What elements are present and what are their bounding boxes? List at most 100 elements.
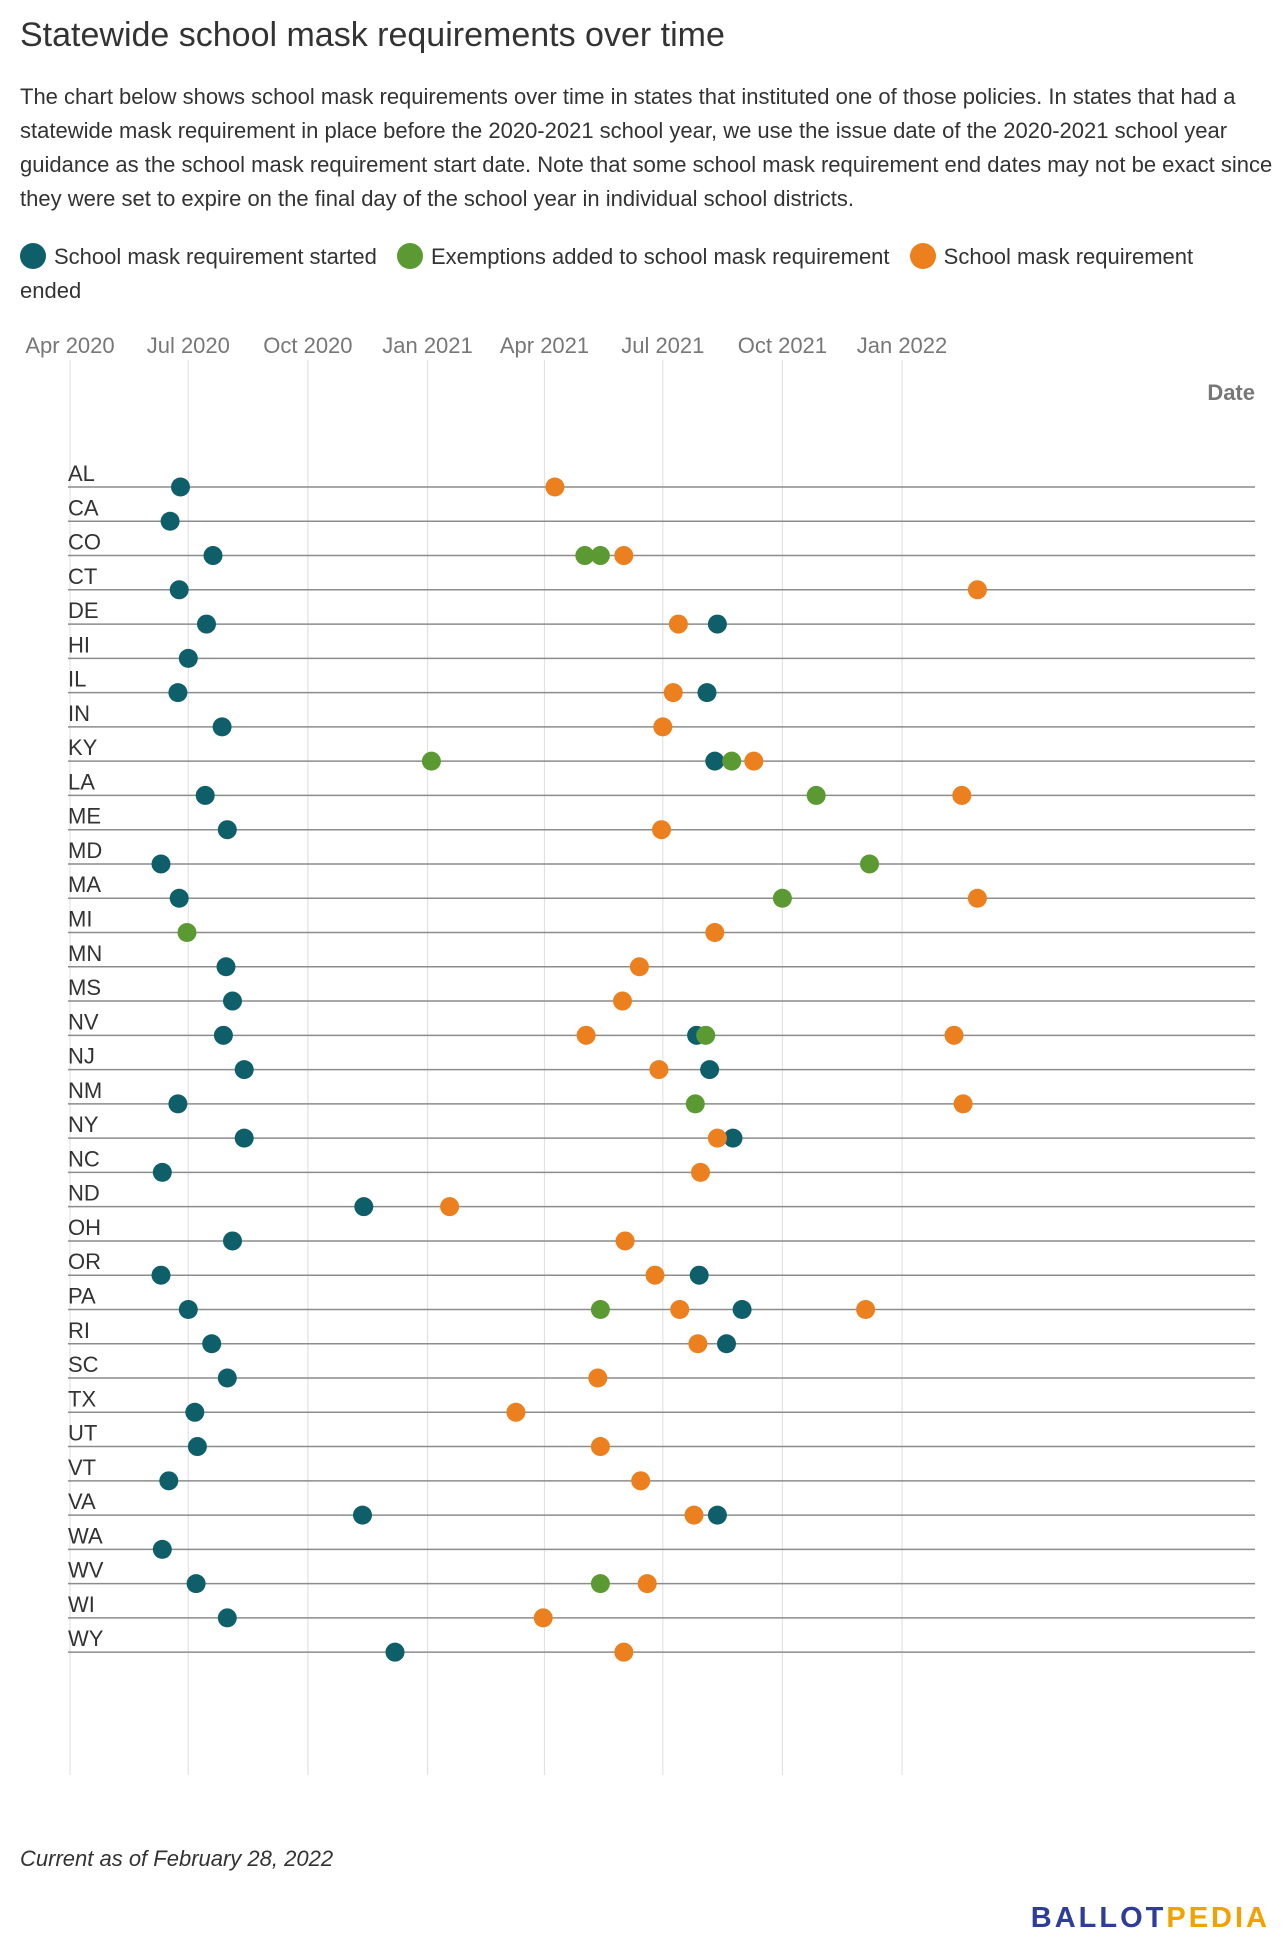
state-label-co: CO — [68, 530, 101, 555]
x-tick-label-4: Apr 2021 — [500, 333, 589, 358]
x-axis-label: Date — [1207, 380, 1255, 405]
x-tick-label-6: Oct 2021 — [738, 333, 827, 358]
state-label-nv: NV — [68, 1009, 99, 1034]
dot-ended-me-8 — [652, 820, 671, 840]
state-label-ky: KY — [68, 735, 98, 760]
dot-ended-wv-30 — [637, 1574, 657, 1594]
dot-started-nc-19 — [152, 1162, 172, 1182]
dot-started-ky-8 — [705, 751, 725, 771]
dot-started-md-11 — [151, 854, 171, 874]
dot-exemptions-md-5 — [860, 854, 879, 874]
logo-part-ballot: BALLOT — [1030, 1902, 1167, 1934]
dot-exemptions-co-1 — [590, 546, 610, 566]
dot-ended-co-1 — [614, 546, 634, 566]
dot-started-il-6 — [168, 683, 188, 703]
state-label-ms: MS — [68, 975, 101, 1000]
legend-dot-ended — [909, 243, 936, 269]
dot-started-oh-21 — [223, 1231, 242, 1251]
legend-item-exemptions: Exemptions added to school mask requirem… — [396, 243, 890, 269]
dot-started-me-10 — [217, 820, 237, 840]
state-label-de: DE — [68, 598, 99, 623]
chart-description: The chart below shows school mask requir… — [20, 84, 1273, 211]
dot-started-mn-13 — [216, 957, 236, 977]
x-tick-label-1: Jul 2020 — [147, 333, 230, 358]
dot-started-wy-33 — [385, 1642, 405, 1662]
x-tick-label-0: Apr 2020 — [25, 333, 114, 358]
state-label-wi: WI — [68, 1592, 95, 1617]
dot-started-il-35 — [697, 683, 717, 703]
dot-started-ms-14 — [223, 991, 242, 1011]
legend-label-ended: School mask requirement ended — [20, 244, 1194, 303]
dot-ended-ms-12 — [613, 991, 632, 1011]
dot-started-la-9 — [195, 785, 215, 805]
state-label-in: IN — [68, 701, 90, 726]
state-label-hi: HI — [68, 632, 90, 657]
legend-label-started: School mask requirement started — [54, 244, 377, 269]
dot-ended-mn-11 — [629, 957, 649, 977]
state-label-me: ME — [68, 804, 101, 829]
dot-started-ny-38 — [723, 1128, 743, 1148]
dot-ended-de-3 — [668, 614, 688, 634]
dot-exemptions-pa-10 — [590, 1299, 610, 1319]
dot-started-nj-37 — [700, 1060, 720, 1080]
state-label-nm: NM — [68, 1078, 102, 1103]
dot-plot-chart: Apr 2020 Jul 2020 Oct 2020 Jan 2021 Apr 2021… — [25, 333, 1255, 1775]
dot-started-pa-40 — [732, 1299, 752, 1319]
state-label-ny: NY — [68, 1112, 99, 1137]
state-label-la: LA — [68, 769, 95, 794]
dot-ended-pa-23 — [856, 1299, 876, 1319]
state-label-nj: NJ — [68, 1044, 95, 1069]
legend-label-exemptions: Exemptions added to school mask requirem… — [430, 244, 890, 269]
dot-started-co-2 — [203, 546, 223, 566]
state-label-or: OR — [68, 1249, 101, 1274]
dot-started-wv-31 — [186, 1574, 206, 1594]
dot-started-ri-41 — [717, 1334, 736, 1354]
state-label-al: AL — [68, 461, 95, 486]
ballotpedia-logo: BALLOTPEDIA — [1031, 1902, 1270, 1935]
dot-started-nv-15 — [213, 1025, 233, 1045]
dot-started-de-4 — [197, 614, 216, 634]
footer-note: Current as of February 28, 2022 — [20, 1846, 334, 1871]
state-label-nc: NC — [68, 1146, 100, 1171]
dot-exemptions-nv-8 — [696, 1025, 716, 1045]
state-label-mn: MN — [68, 941, 102, 966]
dot-exemptions-mi-7 — [177, 923, 197, 943]
legend-item-started: School mask requirement started — [20, 243, 377, 269]
dot-ended-ky-6 — [744, 751, 764, 771]
dot-started-ca-1 — [160, 511, 180, 531]
legend: School mask requirement started Exemptio… — [20, 240, 1240, 308]
x-tick-label-7: Jan 2022 — [857, 333, 948, 358]
dot-ended-wi-31 — [533, 1608, 553, 1628]
state-label-il: IL — [68, 667, 86, 692]
dot-ended-nm-16 — [953, 1094, 973, 1114]
x-tick-label-3: Jan 2021 — [382, 333, 473, 358]
dot-started-nm-17 — [168, 1094, 188, 1114]
dot-started-hi-5 — [178, 648, 198, 668]
dot-started-vt-28 — [159, 1471, 179, 1491]
dot-ended-or-21 — [645, 1265, 665, 1285]
state-label-tx: TX — [68, 1386, 96, 1411]
dot-ended-al-0 — [545, 477, 565, 497]
dot-ended-ut-27 — [590, 1437, 610, 1457]
state-label-wy: WY — [68, 1626, 104, 1651]
dot-started-in-7 — [212, 717, 232, 737]
dot-ended-nv-13 — [576, 1025, 596, 1045]
dot-started-nd-20 — [354, 1197, 374, 1217]
state-label-wv: WV — [68, 1558, 104, 1583]
dot-ended-nc-18 — [691, 1162, 710, 1182]
state-label-oh: OH — [68, 1215, 101, 1240]
dot-started-wa-30 — [152, 1539, 172, 1559]
x-tick-label-5: Jul 2021 — [621, 333, 704, 358]
dot-ended-ct-2 — [967, 580, 987, 600]
dot-exemptions-ky-3 — [722, 751, 742, 771]
legend-dot-started — [20, 243, 46, 269]
dot-ended-sc-25 — [588, 1368, 608, 1388]
dot-started-ma-12 — [169, 888, 189, 908]
dot-started-wi-32 — [217, 1608, 237, 1628]
dot-ended-ma-9 — [967, 888, 987, 908]
dot-ended-nd-19 — [440, 1197, 460, 1217]
dot-exemptions-la-4 — [806, 785, 826, 805]
state-label-ma: MA — [68, 872, 101, 897]
state-label-ct: CT — [68, 564, 97, 589]
dot-started-al-0 — [171, 477, 190, 497]
